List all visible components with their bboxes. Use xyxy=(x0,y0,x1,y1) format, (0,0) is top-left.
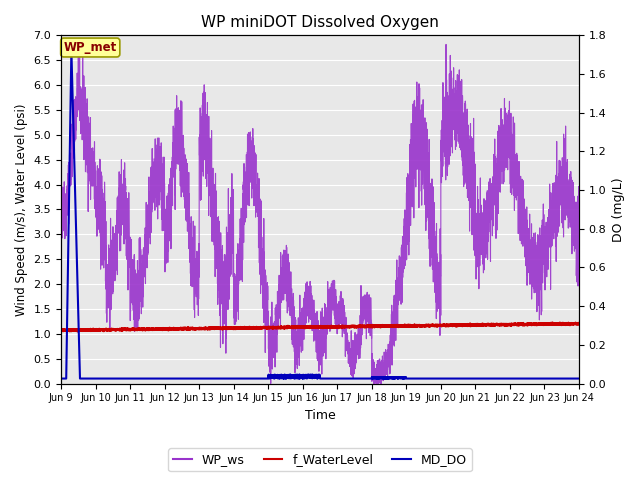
f_WaterLevel xyxy=(74,328,81,334)
WP_ws xyxy=(483,190,491,196)
Y-axis label: Wind Speed (m/s), Water Level (psi): Wind Speed (m/s), Water Level (psi) xyxy=(15,103,28,316)
WP_ws xyxy=(394,275,402,281)
f_WaterLevel xyxy=(255,325,263,331)
Text: WP_met: WP_met xyxy=(63,41,117,54)
f_WaterLevel xyxy=(152,326,159,332)
WP_ws xyxy=(79,36,86,42)
f_WaterLevel xyxy=(548,320,556,325)
WP_ws xyxy=(575,264,583,269)
f_WaterLevel xyxy=(483,321,491,327)
MD_DO xyxy=(483,376,491,382)
WP_ws xyxy=(255,176,263,181)
f_WaterLevel xyxy=(368,323,376,329)
MD_DO xyxy=(444,376,451,382)
f_WaterLevel xyxy=(394,324,402,330)
WP_ws xyxy=(57,199,65,205)
Line: WP_ws: WP_ws xyxy=(61,39,579,384)
MD_DO xyxy=(152,376,159,382)
Line: f_WaterLevel: f_WaterLevel xyxy=(61,323,579,331)
Title: WP miniDOT Dissolved Oxygen: WP miniDOT Dissolved Oxygen xyxy=(201,15,439,30)
MD_DO xyxy=(255,376,263,382)
X-axis label: Time: Time xyxy=(305,409,335,422)
MD_DO xyxy=(67,48,75,53)
Legend: WP_ws, f_WaterLevel, MD_DO: WP_ws, f_WaterLevel, MD_DO xyxy=(168,448,472,471)
f_WaterLevel xyxy=(575,321,583,326)
f_WaterLevel xyxy=(57,327,65,333)
MD_DO xyxy=(575,376,583,382)
f_WaterLevel xyxy=(444,323,451,328)
MD_DO xyxy=(368,376,376,382)
MD_DO xyxy=(57,376,65,382)
WP_ws xyxy=(267,381,275,386)
WP_ws xyxy=(368,378,376,384)
WP_ws xyxy=(152,136,159,142)
Line: MD_DO: MD_DO xyxy=(61,50,579,379)
MD_DO xyxy=(394,376,402,382)
WP_ws xyxy=(444,164,452,169)
Y-axis label: DO (mg/L): DO (mg/L) xyxy=(612,177,625,242)
